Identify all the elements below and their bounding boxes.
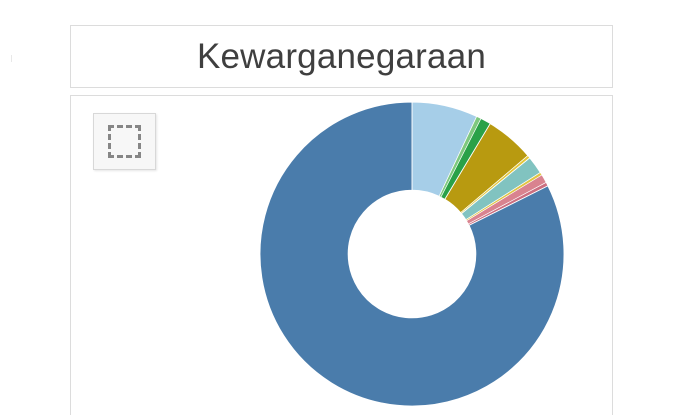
donut-slice[interactable] (259, 102, 565, 407)
page-edge-rule (11, 55, 12, 62)
dashed-square-icon (108, 125, 141, 158)
donut-chart-svg (259, 102, 565, 407)
chart-title-panel: Kewarganegaraan (70, 25, 613, 88)
donut-slice-group (259, 102, 565, 407)
placeholder-image-button[interactable] (93, 113, 156, 170)
chart-panel (70, 95, 613, 415)
page-title: Kewarganegaraan (196, 37, 487, 76)
donut-chart (119, 102, 599, 414)
